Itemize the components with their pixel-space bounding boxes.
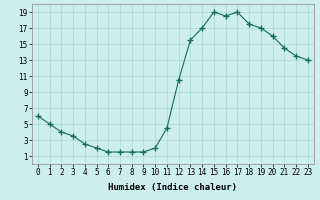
X-axis label: Humidex (Indice chaleur): Humidex (Indice chaleur) [108,183,237,192]
